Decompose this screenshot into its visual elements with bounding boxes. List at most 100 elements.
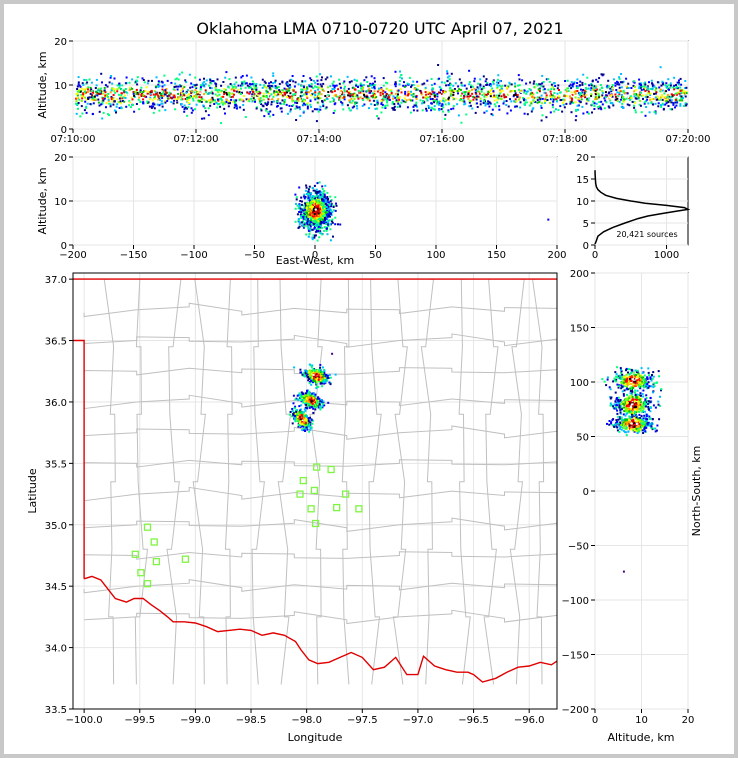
source-point: [84, 100, 87, 103]
source-point: [95, 78, 98, 81]
source-point: [279, 93, 282, 96]
source-point: [252, 90, 255, 93]
source-point: [291, 96, 294, 99]
source-point: [578, 94, 581, 97]
source-point: [482, 75, 485, 78]
source-point: [416, 80, 419, 83]
source-point: [75, 97, 78, 100]
source-point: [317, 396, 320, 399]
source-point: [607, 79, 610, 82]
source-point: [496, 81, 498, 84]
source-point: [303, 398, 306, 401]
lma-station-marker: [355, 505, 363, 513]
source-point: [241, 99, 244, 102]
source-point: [181, 71, 184, 74]
source-point: [177, 92, 180, 95]
source-point: [313, 199, 316, 202]
source-point: [112, 88, 115, 91]
source-point: [331, 88, 334, 90]
source-point: [552, 100, 555, 103]
source-point: [488, 105, 491, 108]
source-point: [438, 91, 440, 94]
source-point: [320, 232, 323, 235]
source-point: [475, 97, 478, 100]
source-point: [610, 90, 613, 93]
source-point: [368, 84, 371, 87]
source-point: [185, 91, 188, 94]
source-point: [254, 84, 257, 87]
source-point: [329, 209, 332, 212]
source-point: [574, 101, 577, 104]
source-point: [577, 108, 579, 111]
source-point: [265, 104, 268, 107]
source-point: [500, 85, 503, 88]
source-point: [670, 99, 673, 102]
source-point: [186, 99, 189, 102]
source-point: [78, 98, 81, 101]
source-point: [581, 105, 584, 108]
source-point: [606, 378, 609, 381]
source-point: [390, 93, 393, 96]
source-point: [514, 85, 517, 88]
source-point: [314, 208, 317, 211]
source-point: [566, 79, 569, 82]
source-point: [280, 110, 283, 113]
source-point: [608, 96, 611, 99]
source-point: [471, 88, 473, 91]
source-point: [80, 87, 83, 90]
source-point: [102, 111, 105, 114]
source-point: [346, 75, 349, 78]
source-point: [621, 90, 624, 93]
source-point: [371, 92, 374, 95]
source-point: [306, 222, 309, 224]
source-point: [460, 88, 462, 91]
source-point: [161, 81, 164, 84]
source-point: [247, 86, 250, 89]
source-point: [101, 94, 104, 97]
source-point: [492, 80, 495, 83]
source-point: [295, 196, 298, 199]
source-point: [652, 371, 655, 374]
source-point: [292, 104, 295, 107]
source-point: [105, 106, 107, 109]
source-point: [406, 106, 409, 109]
source-point: [661, 89, 664, 92]
source-point: [585, 86, 587, 89]
source-point: [518, 78, 521, 81]
source-point: [373, 84, 376, 86]
source-point: [298, 405, 301, 408]
source-point: [122, 100, 124, 102]
source-point: [180, 89, 183, 92]
source-point: [310, 94, 313, 97]
source-point: [92, 91, 95, 94]
source-point: [302, 75, 305, 77]
source-point: [494, 96, 497, 99]
source-point: [673, 76, 676, 79]
source-point: [312, 87, 315, 90]
source-point: [91, 113, 94, 116]
source-point: [250, 91, 253, 94]
source-point: [323, 200, 326, 203]
source-point: [609, 388, 612, 391]
source-point: [544, 101, 546, 104]
source-point: [314, 373, 317, 376]
source-point: [317, 222, 320, 225]
source-point: [240, 84, 242, 87]
source-point: [659, 66, 662, 69]
source-point: [346, 104, 349, 107]
source-point: [309, 89, 312, 92]
source-point: [492, 90, 495, 93]
source-point: [281, 93, 284, 95]
source-point: [525, 82, 528, 85]
source-point: [650, 98, 653, 101]
source-point: [498, 94, 501, 97]
source-point: [423, 82, 426, 85]
source-point: [678, 92, 681, 95]
source-point: [513, 94, 516, 97]
source-point: [286, 84, 289, 87]
source-point: [166, 100, 169, 102]
source-point: [373, 104, 376, 106]
source-point: [308, 199, 311, 202]
source-point: [620, 381, 623, 384]
source-point: [292, 394, 295, 397]
